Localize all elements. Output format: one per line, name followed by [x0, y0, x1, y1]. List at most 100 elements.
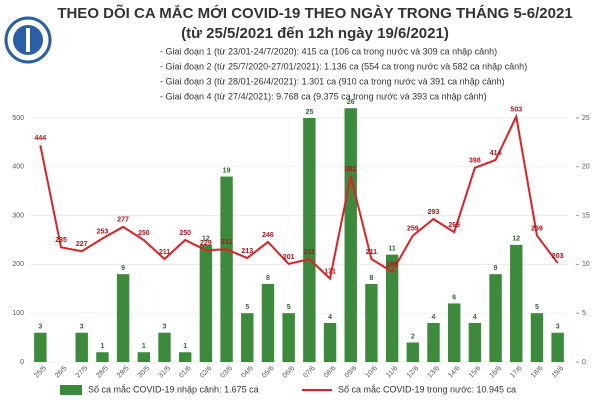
x-tick-label: 26/5 [54, 365, 69, 380]
line-label: 259 [531, 225, 543, 232]
line-label: 250 [179, 230, 191, 237]
bar [468, 322, 482, 362]
y2-tick-label: 25 [582, 115, 590, 122]
x-tick-label: 14/6 [447, 365, 462, 380]
line-label: 211 [304, 249, 315, 256]
bar-label: 1 [142, 343, 146, 350]
y-tick-label: 100 [12, 310, 24, 317]
bar [282, 313, 295, 362]
bar-label: 5 [245, 304, 249, 311]
x-tick-label: 07/6 [302, 365, 317, 380]
note: - Giai đoạn 4 (từ 27/4/2021): 9.768 ca (… [160, 91, 487, 101]
bar [34, 332, 47, 362]
line-label: 235 [55, 237, 67, 244]
bar [116, 274, 130, 362]
x-tick-label: 18/6 [530, 365, 545, 380]
line-label: 253 [97, 228, 109, 235]
x-tick-label: 31/5 [157, 365, 172, 380]
bar [365, 283, 378, 362]
bar [178, 352, 192, 362]
bar-label: 5 [535, 304, 539, 311]
y2-tick-label: 5 [582, 310, 586, 317]
chart-subtitle: (từ 25/5/2021 đến 12h ngày 19/6/2021) [181, 25, 449, 42]
line-label: 201 [283, 254, 295, 261]
x-tick-label: 09/6 [344, 365, 359, 380]
bar-label: 12 [202, 236, 210, 243]
x-tick-label: 30/5 [137, 365, 152, 380]
bar-label: 8 [369, 275, 373, 282]
bar-label: 11 [388, 245, 396, 252]
y-tick-label: 500 [12, 115, 24, 122]
bar [261, 283, 275, 362]
line-label: 503 [510, 106, 522, 113]
bar [406, 342, 420, 362]
bar [427, 322, 440, 362]
line-label: 211 [366, 249, 377, 256]
x-tick-label: 17/6 [509, 365, 524, 380]
note: - Giai đoạn 1 (từ 23/01-24/7/2020): 415 … [160, 46, 497, 56]
legend-swatch [60, 385, 82, 395]
bar [447, 303, 461, 362]
x-tick-label: 11/6 [385, 365, 399, 379]
x-tick-label: 03/6 [220, 365, 235, 380]
bar [530, 313, 544, 362]
line-label: 246 [262, 232, 274, 239]
bar [96, 352, 109, 362]
bar-label: 4 [473, 314, 477, 321]
bar [199, 244, 213, 362]
line-label: 171 [324, 268, 336, 275]
bar-label: 3 [163, 324, 167, 331]
x-tick-label: 16/6 [489, 365, 504, 380]
line-label: 211 [159, 249, 170, 256]
line-label: 231 [221, 239, 233, 246]
line-label: 250 [138, 230, 150, 237]
x-tick-label: 29/5 [116, 365, 131, 380]
y-tick-label: 200 [12, 261, 24, 268]
bar-label: 2 [411, 333, 415, 340]
y2-tick-label: 20 [582, 164, 590, 171]
bar-label: 12 [512, 236, 520, 243]
y2-tick-label: 0 [582, 359, 586, 366]
bar-label: 9 [494, 265, 498, 272]
line-label: 229 [200, 240, 212, 247]
bar [137, 352, 151, 362]
bar [158, 332, 171, 362]
bar [344, 108, 357, 363]
y-tick-label: 400 [12, 164, 24, 171]
line-label: 213 [241, 248, 253, 255]
y-tick-label: 300 [12, 212, 24, 219]
bar [241, 313, 254, 362]
bar-label: 26 [347, 99, 355, 106]
x-tick-label: 28/5 [95, 365, 110, 380]
bar-label: 4 [432, 314, 436, 321]
bar-label: 9 [121, 265, 125, 272]
x-tick-label: 12/6 [406, 365, 421, 380]
bar [220, 176, 233, 362]
line-label: 227 [76, 241, 88, 248]
bar-label: 3 [556, 324, 560, 331]
legend-label: Số ca mắc COVID-19 nhập cảnh: 1.675 ca [88, 384, 259, 394]
bar-label: 1 [183, 343, 187, 350]
line-label: 381 [345, 166, 357, 173]
note: - Giai đoạn 2 (từ 25/7/2020-27/01/2021):… [160, 61, 527, 71]
x-tick-label: 06/6 [282, 365, 297, 380]
x-tick-label: 05/6 [261, 365, 276, 380]
x-tick-label: 19/6 [551, 365, 566, 380]
y2-tick-label: 15 [582, 212, 590, 219]
bar [551, 332, 564, 362]
bar [323, 322, 337, 362]
x-tick-label: 04/6 [240, 365, 255, 380]
line-label: 185 [386, 262, 398, 269]
line-label: 203 [552, 253, 564, 260]
logo [4, 16, 52, 64]
line-label: 444 [35, 135, 47, 142]
bar-label: 3 [38, 324, 42, 331]
x-tick-label: 25/5 [33, 365, 48, 380]
bar [510, 244, 523, 362]
line [39, 113, 559, 281]
x-tick-label: 02/6 [199, 365, 214, 380]
chart-title: THEO DÕI CA MẮC MỚI COVID-19 THEO NGÀY T… [57, 4, 572, 22]
legend-label: Số ca mắc COVID-19 trong nước: 10.945 ca [338, 384, 516, 394]
bar-label: 1 [100, 343, 104, 350]
